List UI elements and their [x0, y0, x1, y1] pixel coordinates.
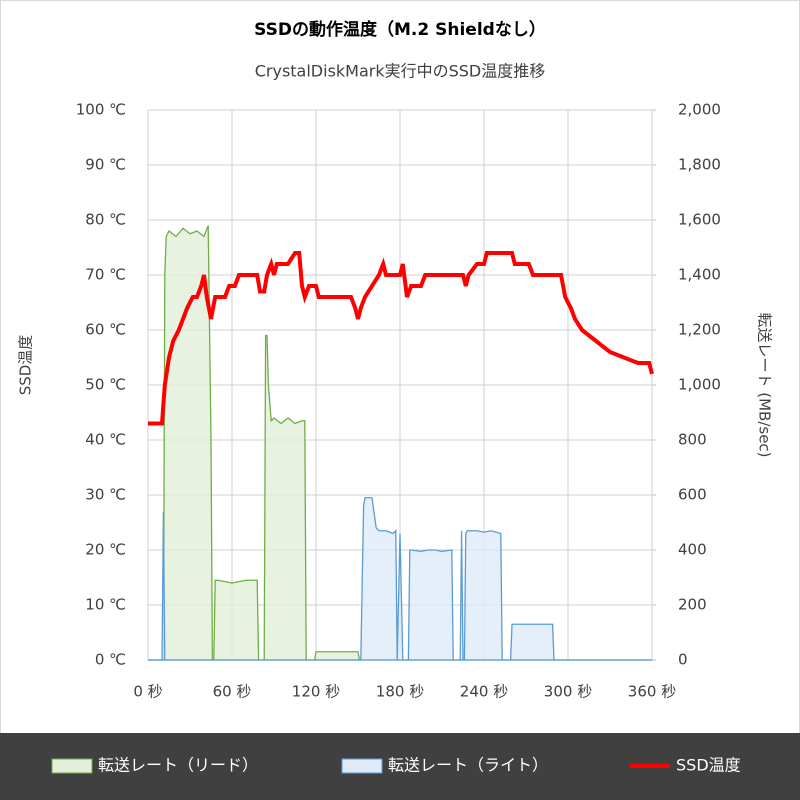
line: [148, 251, 654, 426]
y-tick-label: 50 ℃: [85, 376, 126, 394]
y2-tick-label: 0: [678, 651, 688, 669]
y-tick-label: 40 ℃: [85, 431, 126, 449]
y2-tick-label: 2,000: [678, 101, 721, 119]
y2-tick-label: 1,800: [678, 156, 721, 174]
x-tick-label: 360 秒: [628, 683, 676, 701]
y-tick-label: 30 ℃: [85, 486, 126, 504]
y2-tick-label: 1,400: [678, 266, 721, 284]
x-tick-label: 240 秒: [460, 683, 508, 701]
y2-tick-label: 1,000: [678, 376, 721, 394]
x-tick-label: 60 秒: [213, 683, 252, 701]
x-tick-label: 120 秒: [292, 683, 340, 701]
area: [148, 497, 652, 661]
y-axis-label: SSD温度: [17, 335, 35, 396]
legend-label: 転送レート（ライト）: [388, 756, 548, 775]
x-tick-label: 180 秒: [376, 683, 424, 701]
legend-label: 転送レート（リード）: [98, 756, 258, 775]
y2-tick-label: 1,600: [678, 211, 721, 229]
y-tick-label: 0 ℃: [95, 651, 126, 669]
legend-label: SSD温度: [676, 756, 741, 775]
y-tick-label: 100 ℃: [76, 101, 126, 119]
y-tick-label: 70 ℃: [85, 266, 126, 284]
chart-subtitle: CrystalDiskMark実行中のSSD温度推移: [255, 62, 546, 81]
y-tick-label: 10 ℃: [85, 596, 126, 614]
y2-tick-label: 800: [678, 431, 707, 449]
y2-tick-label: 400: [678, 541, 707, 559]
y-tick-label: 20 ℃: [85, 541, 126, 559]
y-tick-label: 60 ℃: [85, 321, 126, 339]
y-tick-label: 90 ℃: [85, 156, 126, 174]
y2-tick-label: 1,200: [678, 321, 721, 339]
legend-swatch: [51, 758, 93, 774]
y-tick-label: 80 ℃: [85, 211, 126, 229]
y2-tick-label: 200: [678, 596, 707, 614]
x-tick-label: 300 秒: [544, 683, 592, 701]
y2-axis-label: 転送レート (MB/sec): [756, 312, 774, 457]
y2-tick-label: 600: [678, 486, 707, 504]
x-tick-label: 0 秒: [133, 683, 162, 701]
chart-title: SSDの動作温度（M.2 Shieldなし）: [254, 19, 546, 40]
legend-swatch: [341, 758, 383, 774]
